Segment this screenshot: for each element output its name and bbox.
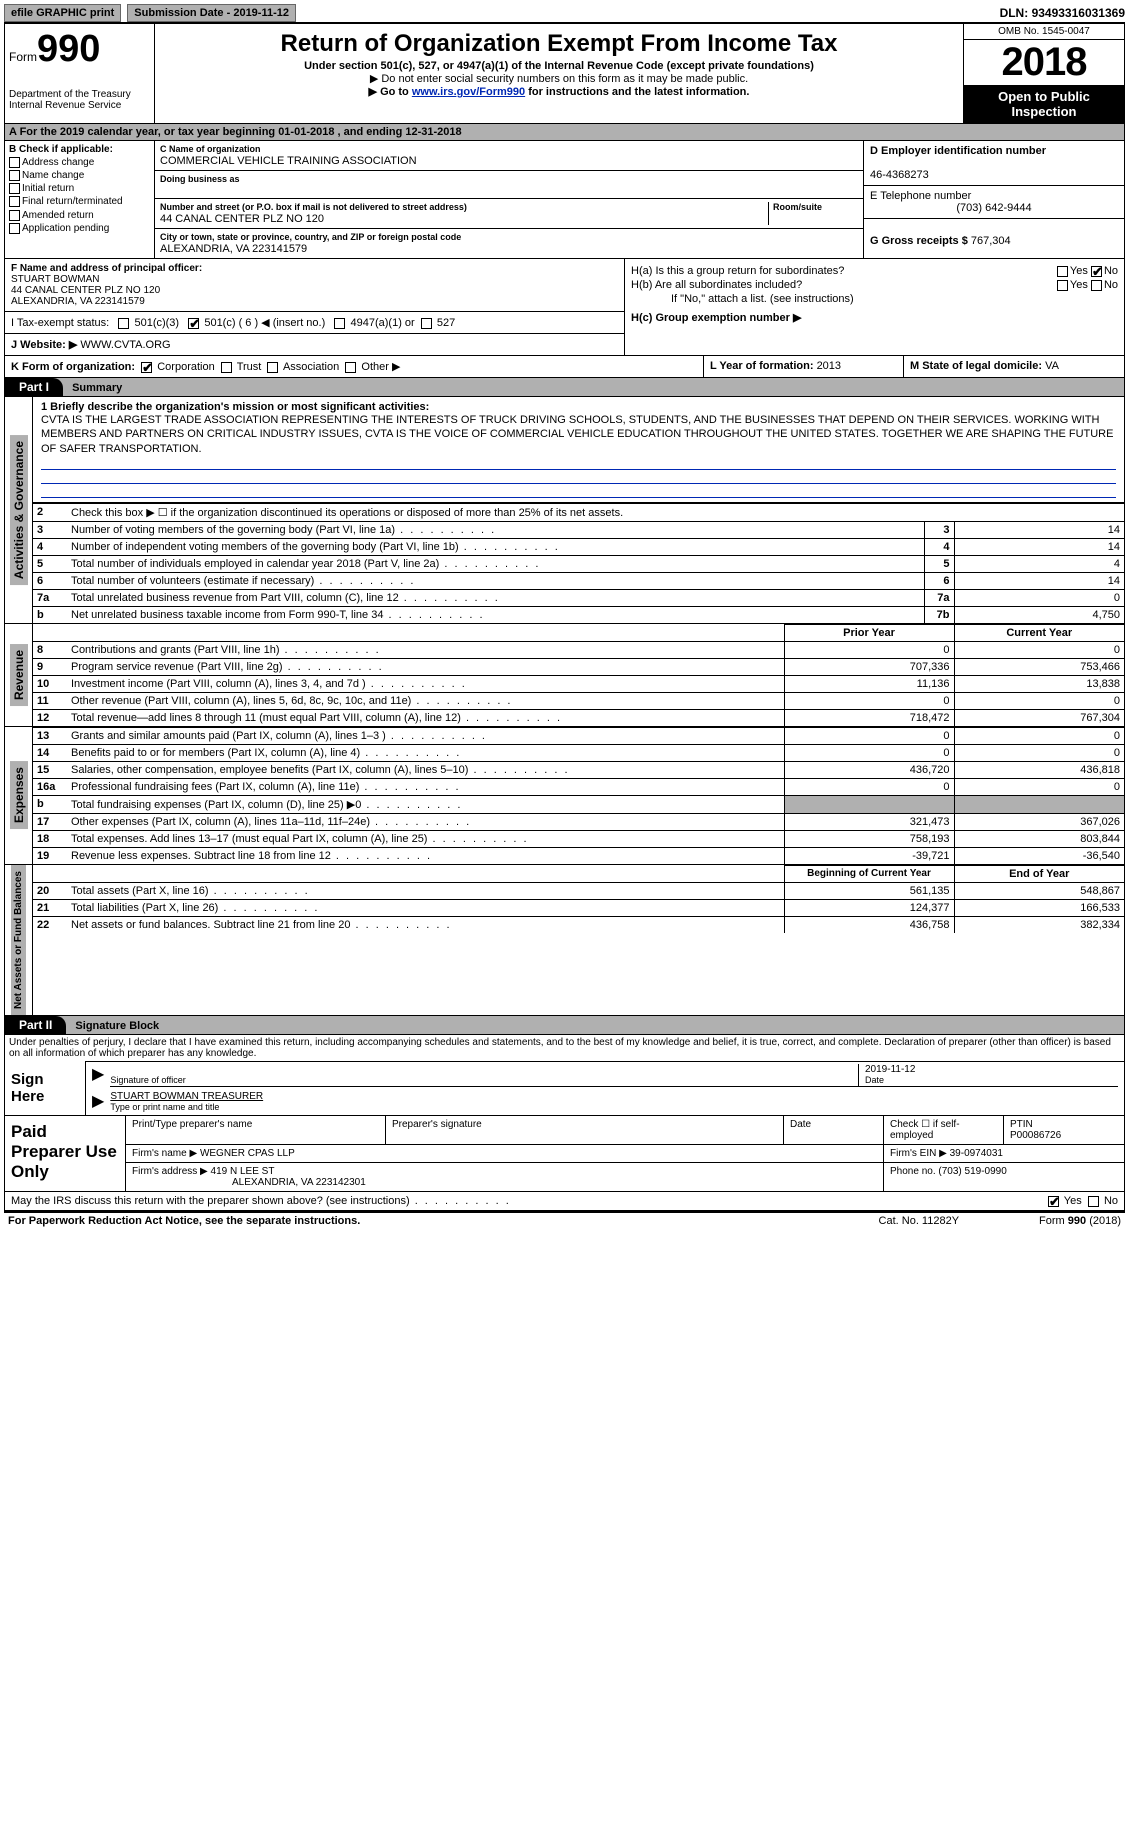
form-990-page: efile GRAPHIC print Submission Date - 20… xyxy=(0,0,1129,1233)
ptin: P00086726 xyxy=(1010,1130,1061,1141)
chk-other[interactable] xyxy=(345,362,356,373)
ssn-note: ▶ Do not enter social security numbers o… xyxy=(159,72,959,85)
phone: (703) 642-9444 xyxy=(870,202,1118,214)
chk-app-pending[interactable] xyxy=(9,223,20,234)
chk-hb-yes[interactable] xyxy=(1057,280,1068,291)
discuss-row: May the IRS discuss this return with the… xyxy=(5,1191,1124,1210)
open-public: Open to Public Inspection xyxy=(964,85,1124,123)
chk-527[interactable] xyxy=(421,318,432,329)
net-assets-block: Net Assets or Fund Balances Beginning of… xyxy=(4,865,1125,1016)
officer-name: STUART BOWMAN xyxy=(11,274,100,285)
goto-note: ▶ Go to www.irs.gov/Form990 for instruct… xyxy=(159,85,959,98)
chk-initial-return[interactable] xyxy=(9,183,20,194)
net-table: Beginning of Current YearEnd of Year 20T… xyxy=(33,865,1124,933)
box-i: I Tax-exempt status: 501(c)(3) 501(c) ( … xyxy=(5,311,624,333)
chk-501c[interactable] xyxy=(188,318,199,329)
submission-date: Submission Date - 2019-11-12 xyxy=(127,4,296,22)
revenue-table: Prior YearCurrent Year 8Contributions an… xyxy=(33,624,1124,726)
box-l: L Year of formation: 2013 xyxy=(704,356,904,377)
form-subtitle: Under section 501(c), 527, or 4947(a)(1)… xyxy=(159,60,959,72)
revenue-block: Revenue Prior YearCurrent Year 8Contribu… xyxy=(4,624,1125,727)
chk-ha-no[interactable] xyxy=(1091,266,1102,277)
sign-arrow-icon-2: ▶ xyxy=(92,1091,104,1113)
irs-dept: Department of the Treasury Internal Reve… xyxy=(9,89,150,111)
expenses-table: 13Grants and similar amounts paid (Part … xyxy=(33,727,1124,864)
chk-501c3[interactable] xyxy=(118,318,129,329)
box-m: M State of legal domicile: VA xyxy=(904,356,1124,377)
chk-trust[interactable] xyxy=(221,362,232,373)
sign-here-label: Sign Here xyxy=(5,1061,85,1115)
org-address: 44 CANAL CENTER PLZ NO 120 xyxy=(160,213,324,225)
chk-address-change[interactable] xyxy=(9,157,20,168)
paid-preparer-section: Paid Preparer Use Only Print/Type prepar… xyxy=(5,1115,1124,1191)
chk-discuss-yes[interactable] xyxy=(1048,1196,1059,1207)
period-row: A For the 2019 calendar year, or tax yea… xyxy=(4,124,1125,141)
gross-receipts: 767,304 xyxy=(971,235,1011,247)
form-title-block: Return of Organization Exempt From Incom… xyxy=(155,24,964,123)
firm-ein: 39-0974031 xyxy=(950,1148,1003,1159)
expenses-block: Expenses 13Grants and similar amounts pa… xyxy=(4,727,1125,865)
chk-hb-no[interactable] xyxy=(1091,280,1102,291)
firm-name: WEGNER CPAS LLP xyxy=(200,1148,295,1159)
section-bcd: B Check if applicable: Address change Na… xyxy=(4,141,1125,259)
org-name: COMMERCIAL VEHICLE TRAINING ASSOCIATION xyxy=(160,155,417,167)
chk-ha-yes[interactable] xyxy=(1057,266,1068,277)
chk-assoc[interactable] xyxy=(267,362,278,373)
chk-4947[interactable] xyxy=(334,318,345,329)
form-header: Form990 Department of the Treasury Inter… xyxy=(4,22,1125,124)
row-klm: K Form of organization: Corporation Trus… xyxy=(4,356,1125,378)
chk-final-return[interactable] xyxy=(9,196,20,207)
perjury-decl: Under penalties of perjury, I declare th… xyxy=(5,1035,1124,1061)
firm-phone: (703) 519-0990 xyxy=(938,1166,1006,1177)
tax-year: 2018 xyxy=(964,40,1124,85)
page-footer: For Paperwork Reduction Act Notice, see … xyxy=(4,1211,1125,1229)
form-id-block: Form990 Department of the Treasury Inter… xyxy=(5,24,155,123)
year-block: OMB No. 1545-0047 2018 Open to Public In… xyxy=(964,24,1124,123)
officer-name-title: STUART BOWMAN TREASURER xyxy=(110,1091,263,1102)
box-h: H(a) Is this a group return for subordin… xyxy=(625,259,1124,355)
chk-corp[interactable] xyxy=(141,362,152,373)
line-1-mission: 1 Briefly describe the organization's mi… xyxy=(33,397,1124,503)
box-k: K Form of organization: Corporation Trus… xyxy=(5,356,704,377)
box-c: C Name of organizationCOMMERCIAL VEHICLE… xyxy=(155,141,864,258)
website: WWW.CVTA.ORG xyxy=(77,339,170,351)
section-fh: F Name and address of principal officer:… xyxy=(4,259,1125,356)
chk-name-change[interactable] xyxy=(9,170,20,181)
gov-rows: 3Number of voting members of the governi… xyxy=(33,521,1124,623)
form-title: Return of Organization Exempt From Incom… xyxy=(159,30,959,58)
box-f-ij: F Name and address of principal officer:… xyxy=(5,259,625,355)
dln: DLN: 93493316031369 xyxy=(1000,6,1125,20)
box-b: B Check if applicable: Address change Na… xyxy=(5,141,155,258)
box-d: D Employer identification number46-43682… xyxy=(864,141,1124,258)
sign-date: 2019-11-12 xyxy=(865,1064,915,1075)
gov-table: 2Check this box ▶ ☐ if the organization … xyxy=(33,503,1124,521)
mission-text: CVTA IS THE LARGEST TRADE ASSOCIATION RE… xyxy=(41,413,1116,456)
part-ii-header: Part II Signature Block xyxy=(4,1016,1125,1035)
top-bar: efile GRAPHIC print Submission Date - 20… xyxy=(4,4,1125,22)
omb-number: OMB No. 1545-0047 xyxy=(964,24,1124,40)
ein: 46-4368273 xyxy=(870,169,929,181)
signature-section: Under penalties of perjury, I declare th… xyxy=(4,1035,1125,1211)
activities-governance-block: Activities & Governance 1 Briefly descri… xyxy=(4,397,1125,624)
chk-discuss-no[interactable] xyxy=(1088,1196,1099,1207)
part-i-header: Part I Summary xyxy=(4,378,1125,397)
form-ref: Form 990 (2018) xyxy=(1039,1215,1121,1227)
org-city: ALEXANDRIA, VA 223141579 xyxy=(160,243,307,255)
chk-amended[interactable] xyxy=(9,210,20,221)
sign-arrow-icon: ▶ xyxy=(92,1064,104,1087)
efile-tag: efile GRAPHIC print xyxy=(4,4,121,22)
irs-link[interactable]: www.irs.gov/Form990 xyxy=(412,86,525,98)
box-j: J Website: ▶ WWW.CVTA.ORG xyxy=(5,333,624,355)
